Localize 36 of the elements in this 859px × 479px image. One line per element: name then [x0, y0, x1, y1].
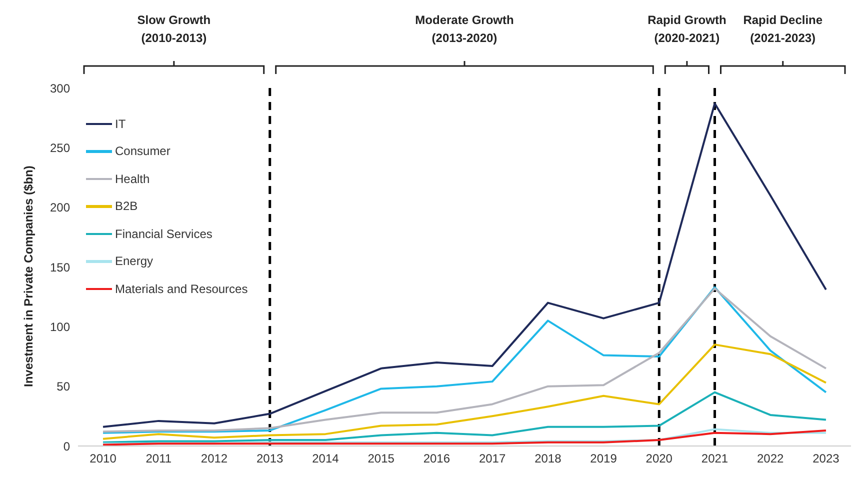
y-tick-label: 50	[56, 380, 70, 394]
legend-label: IT	[115, 116, 126, 131]
text: Slow Growth (2010-2013)	[137, 13, 211, 45]
x-tick-label: 2018	[534, 452, 562, 466]
legend-label: Financial Services	[115, 226, 212, 241]
x-tick-label: 2012	[200, 452, 228, 466]
line-series	[102, 102, 827, 428]
text: Rapid Decline (2021-2023)	[743, 13, 823, 45]
x-tick-label: 2022	[757, 452, 784, 466]
x-tick-label: 2011	[146, 452, 172, 466]
y-tick-label: 250	[50, 140, 70, 155]
y-tick-label: 200	[50, 200, 70, 215]
legend-label: Health	[115, 172, 150, 186]
y-tick-label: 150	[50, 260, 70, 274]
x-tick-label: 2020	[646, 452, 673, 466]
x-tick-label: 2010	[90, 452, 117, 466]
line-series	[102, 391, 827, 444]
legend-label: Energy	[115, 254, 154, 268]
x-tick-label: 2015	[368, 452, 395, 466]
x-tick-label: 2016	[423, 452, 450, 466]
line-series	[102, 344, 827, 440]
y-tick-label: 0	[63, 439, 70, 454]
x-tick-label: 2023	[812, 452, 840, 466]
text: Rapid Growth (2020-2021)	[648, 13, 726, 45]
x-tick-label: 2019	[590, 452, 618, 466]
y-tick-label: 100	[50, 320, 70, 334]
y-tick-label: 300	[50, 81, 70, 96]
legend-label: B2B	[115, 199, 138, 214]
x-tick-label: 2021	[701, 452, 728, 466]
x-tick-label: 2014	[312, 452, 340, 466]
legend-label: Consumer	[115, 144, 170, 158]
y-axis-title: Investment in Private Companies ($bn)	[21, 166, 36, 387]
x-tick-label: 2017	[478, 452, 506, 466]
x-tick-label: 2013	[256, 452, 284, 466]
text: Moderate Growth (2013-2020)	[415, 13, 514, 45]
legend-label: Materials and Resources	[115, 282, 248, 296]
